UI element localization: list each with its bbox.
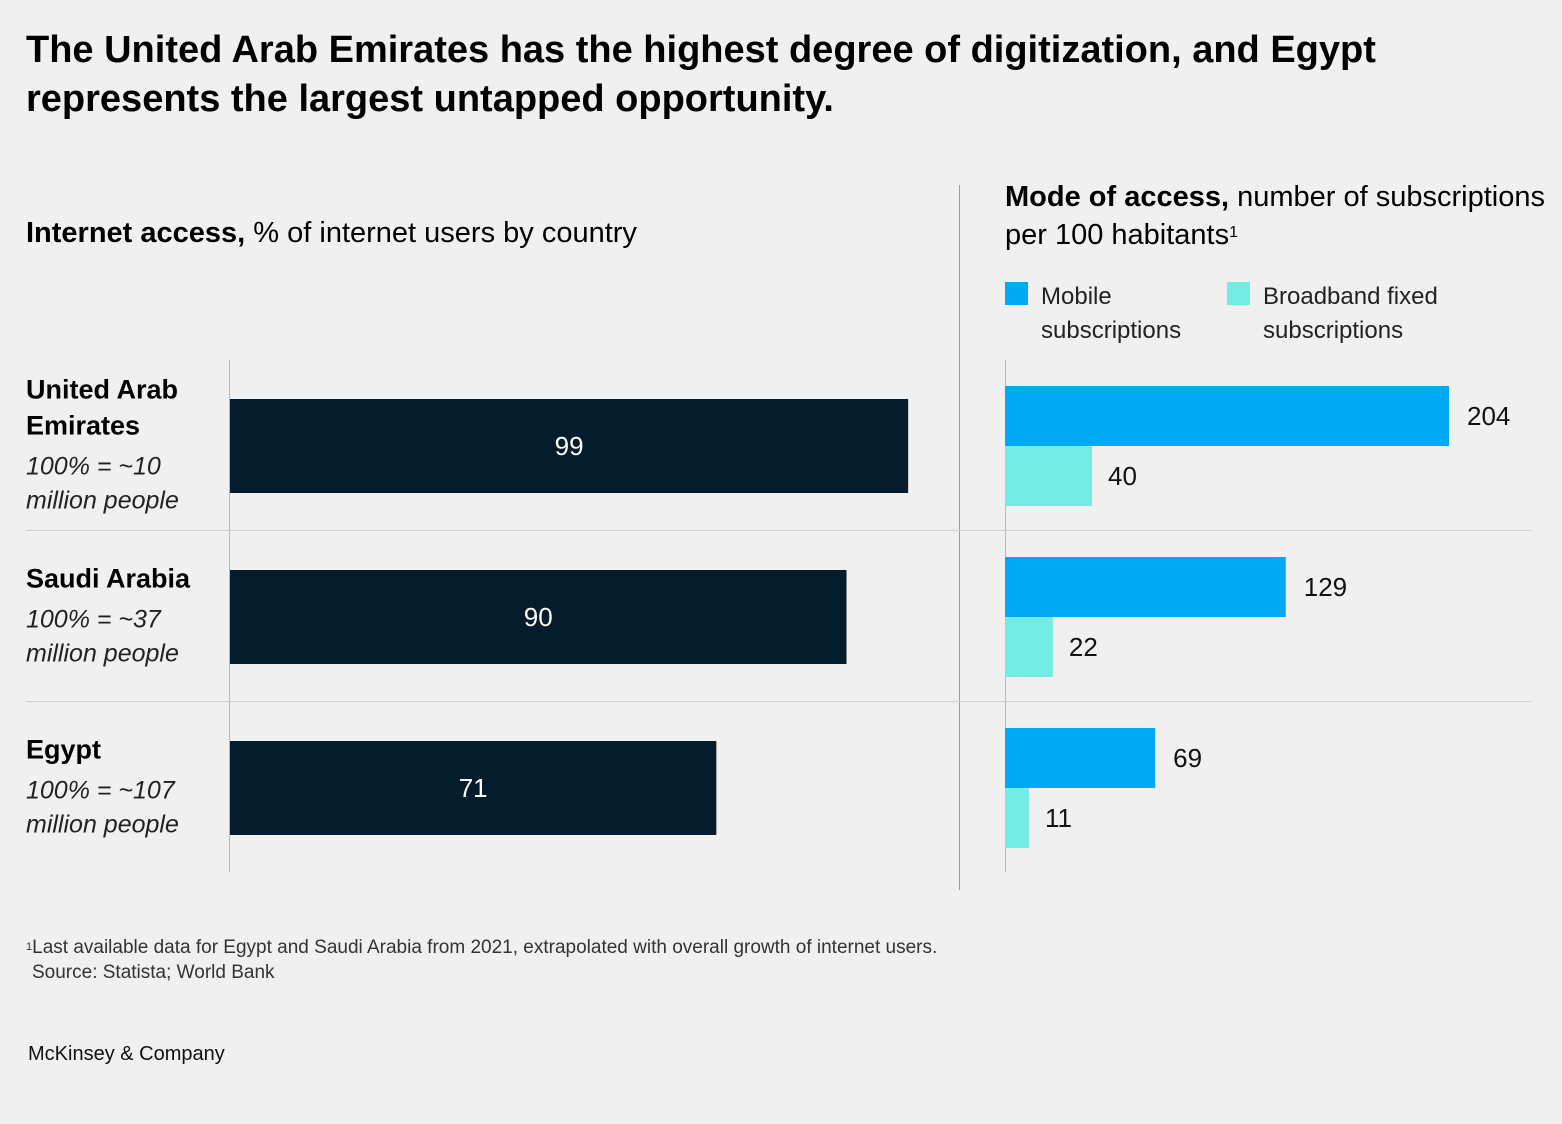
mobile-bar-egypt xyxy=(1005,728,1156,788)
mobile-bar-label-united-arab-emirates: 204 xyxy=(1467,401,1510,431)
category-label-saudi-arabia: Saudi Arabia xyxy=(26,564,191,594)
mode-of-access-header-bold: Mode of access, xyxy=(1005,181,1230,213)
mobile-bar-united-arab-emirates xyxy=(1005,386,1449,446)
footnote-marker: 1 xyxy=(1229,224,1239,241)
internet-bar-saudi-arabia xyxy=(230,570,847,664)
broadband-bar-saudi-arabia xyxy=(1005,617,1053,677)
broadband-bar-label-united-arab-emirates: 40 xyxy=(1108,461,1137,491)
internet-access-header-rest: % of internet users by country xyxy=(253,217,637,249)
footnote-text: Last available data for Egypt and Saudi … xyxy=(32,937,938,958)
internet-bar-egypt xyxy=(230,741,717,835)
legend-item-mobile: Mobile subscriptions xyxy=(1005,280,1231,348)
internet-bar-label-united-arab-emirates: 99 xyxy=(555,431,584,461)
internet-access-header: Internet access, % of internet users by … xyxy=(26,214,637,252)
footnote: 1Last available data for Egypt and Saudi… xyxy=(26,935,937,960)
mode-of-access-header-rest: number of subscriptions per 100 habitant… xyxy=(1005,181,1545,251)
mobile-bar-label-saudi-arabia: 129 xyxy=(1304,572,1347,602)
legend-label-mobile: Mobile subscriptions xyxy=(1041,283,1182,344)
brand-logo-text: McKinsey & Company xyxy=(28,1043,225,1065)
internet-bar-label-egypt: 71 xyxy=(459,773,488,803)
mobile-bar-label-egypt: 69 xyxy=(1173,743,1202,773)
broadband-bar-label-saudi-arabia: 22 xyxy=(1069,632,1098,662)
internet-bar-united-arab-emirates xyxy=(230,399,909,493)
broadband-bar-egypt xyxy=(1005,788,1029,848)
internet-access-header-bold: Internet access, xyxy=(26,217,246,249)
legend-swatch-broadband xyxy=(1227,282,1250,305)
category-label-egypt: Egypt xyxy=(26,735,101,765)
legend-label-broadband: Broadband fixed subscriptions xyxy=(1263,283,1438,344)
legend-swatch-mobile xyxy=(1005,282,1028,305)
category-note-egypt: 100% = ~107 million people xyxy=(26,777,179,839)
legend-item-broadband: Broadband fixed subscriptions xyxy=(1227,280,1453,348)
chart-title: The United Arab Emirates has the highest… xyxy=(26,29,1376,120)
category-label-united-arab-emirates: United Arab Emirates xyxy=(26,375,178,441)
broadband-bar-united-arab-emirates xyxy=(1005,446,1093,506)
internet-bar-label-saudi-arabia: 90 xyxy=(524,602,553,632)
source-note: Source: Statista; World Bank xyxy=(32,962,275,983)
footnote-mark: 1 xyxy=(26,941,33,953)
category-note-saudi-arabia: 100% = ~37 million people xyxy=(26,606,179,668)
mobile-bar-saudi-arabia xyxy=(1005,557,1286,617)
broadband-bar-label-egypt: 11 xyxy=(1045,803,1072,833)
mode-of-access-header: Mode of access, number of subscriptions … xyxy=(1005,178,1545,254)
category-note-united-arab-emirates: 100% = ~10 million people xyxy=(26,453,179,515)
